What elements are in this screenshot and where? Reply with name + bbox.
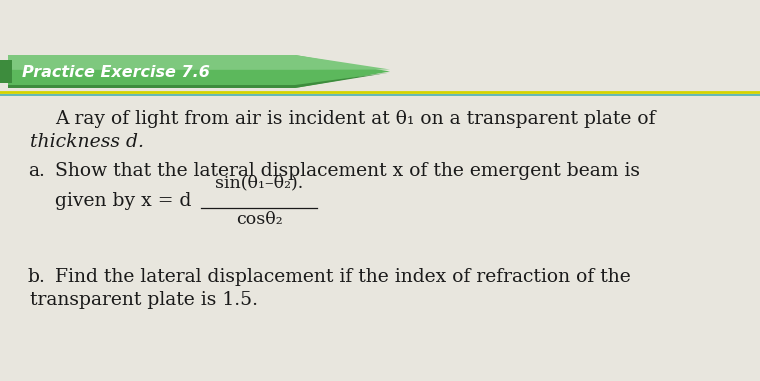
Text: cosθ₂: cosθ₂ <box>236 211 282 228</box>
Text: b.: b. <box>28 268 46 286</box>
Polygon shape <box>8 72 390 88</box>
Polygon shape <box>8 55 390 70</box>
Text: Find the lateral displacement if the index of refraction of the: Find the lateral displacement if the ind… <box>55 268 631 286</box>
Polygon shape <box>0 60 12 83</box>
Text: a.: a. <box>28 162 45 180</box>
Text: given by x = d: given by x = d <box>55 192 192 210</box>
Text: Practice Exercise 7.6: Practice Exercise 7.6 <box>22 65 210 80</box>
Text: transparent plate is 1.5.: transparent plate is 1.5. <box>30 291 258 309</box>
Text: sin(θ₁–θ₂).: sin(θ₁–θ₂). <box>215 174 303 191</box>
Polygon shape <box>8 55 390 88</box>
Text: A ray of light from air is incident at θ₁ on a transparent plate of: A ray of light from air is incident at θ… <box>55 110 655 128</box>
Text: Show that the lateral displacement x of the emergent beam is: Show that the lateral displacement x of … <box>55 162 640 180</box>
Text: thickness d.: thickness d. <box>30 133 144 151</box>
